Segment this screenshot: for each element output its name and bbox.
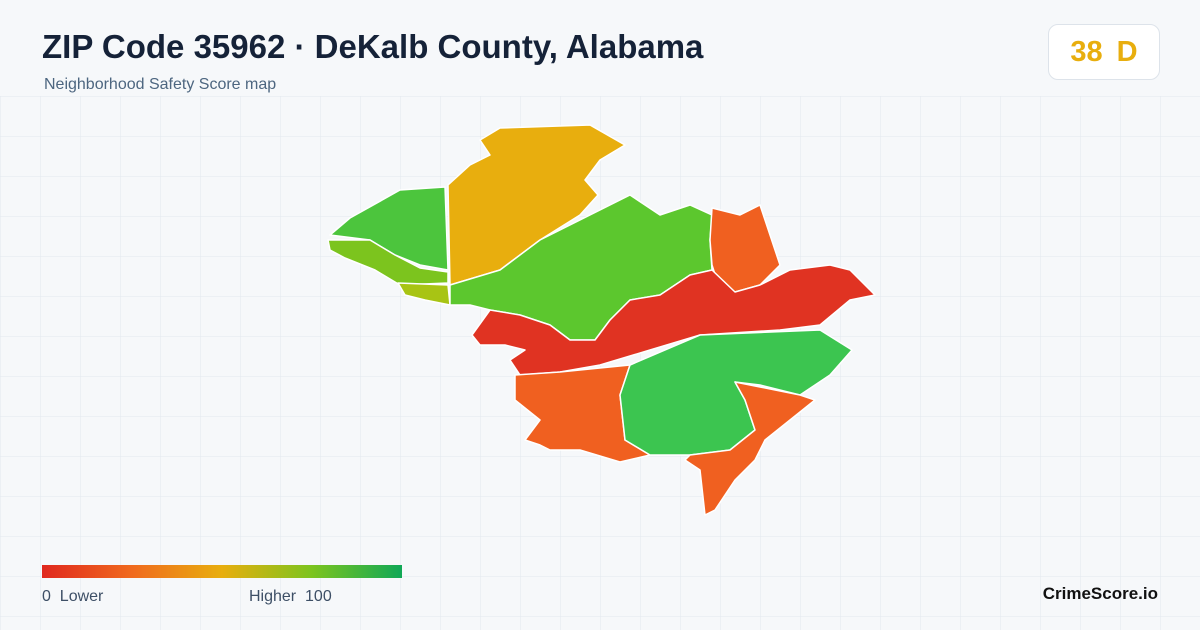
region xyxy=(397,282,451,306)
legend-max-label: Higher xyxy=(249,588,297,605)
legend-min-value: 0 xyxy=(42,588,51,605)
region xyxy=(327,239,449,286)
title: ZIP Code 35962 · DeKalb County, Alabama xyxy=(42,28,704,65)
region xyxy=(447,124,626,286)
region xyxy=(471,264,876,376)
subtitle: Neighborhood Safety Score map xyxy=(44,76,277,93)
legend-max-value: 100 xyxy=(305,588,332,605)
legend-min: 0 Lower xyxy=(42,588,103,606)
score: 38 xyxy=(1070,35,1103,68)
score-badge: 38 D xyxy=(1048,24,1160,80)
grade: D xyxy=(1116,35,1138,68)
brand: CrimeScore.io xyxy=(1042,584,1158,603)
region xyxy=(684,381,816,516)
legend-max: Higher 100 xyxy=(249,588,332,606)
legend-gradient xyxy=(42,565,402,578)
legend-min-label: Lower xyxy=(59,588,104,605)
